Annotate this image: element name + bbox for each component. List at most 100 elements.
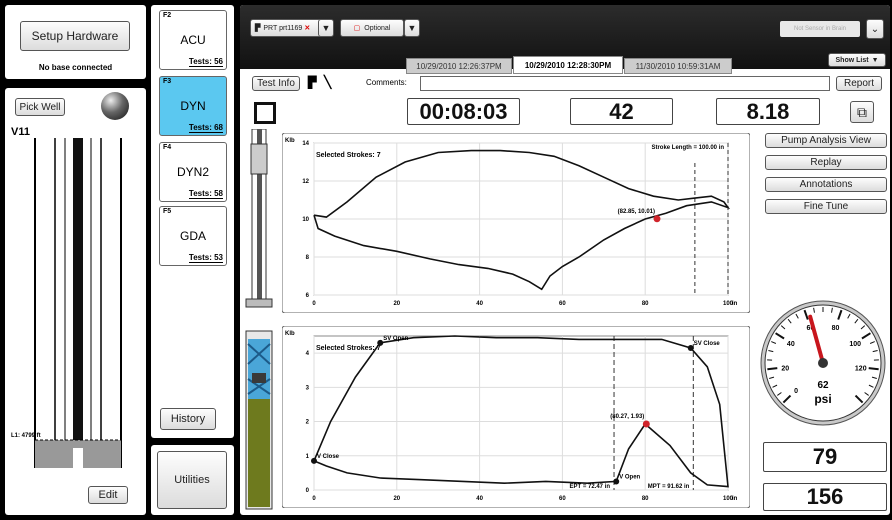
test-tile-dyn[interactable]: F3 DYN Tests: 68 [159,76,227,136]
gauge-tick [771,341,777,344]
tab-test-3[interactable]: 11/30/2010 10:59:31AM [624,58,732,74]
gauge-scale-label: 100 [849,341,861,348]
device-dropdown-button[interactable]: ▼ [318,19,334,37]
well-panel: Pick Well V11 L1: 4799 ft Edit [5,88,146,515]
utilities-button[interactable]: Utilities [157,451,227,509]
expand-button[interactable]: ⌄ [866,19,884,39]
x-tick-label: 60 [559,496,566,502]
report-button[interactable]: Report [836,76,882,91]
gauge-scale-label: 0 [794,388,798,395]
test-name: ACU [180,33,206,47]
history-button[interactable]: History [160,408,216,430]
annotations-button[interactable]: Annotations [765,177,887,192]
optional-select[interactable]: ▢ Optional [340,19,404,37]
popout-button[interactable]: ⧉ [850,101,874,123]
test-tile-gda[interactable]: F5 GDA Tests: 53 [159,206,227,266]
pump-column-diagram [245,129,273,510]
surface-card-chart: 0 20 40 60 80 100 6 8 10 12 14 Klb in Selected Stroke… [282,133,750,313]
y-tick-label: 10 [302,217,309,223]
chevron-down-icon: ▼ [407,23,417,33]
gauge-tick [854,394,864,404]
y-tick-label: 8 [306,255,310,261]
y-tick-label: 4 [306,351,310,357]
gauge-tick [837,309,843,320]
x-tick-label: 60 [559,301,566,307]
mpt-label: MPT = 91.62 in [648,484,690,490]
gauge-tick [847,313,851,319]
y-tick-label: 14 [302,141,309,147]
pick-well-button[interactable]: Pick Well [15,98,65,116]
gauge-scale-label: 80 [832,325,840,332]
gauge-unit: psi [814,392,832,406]
gauge-needle [808,314,825,365]
selected-strokes-label: Selected Strokes: 7 [316,152,381,159]
bottom-readout-2: 156 [763,483,887,511]
test-tile-dyn2[interactable]: F4 DYN2 Tests: 58 [159,142,227,202]
x-tick-label: 40 [476,301,483,307]
comments-label: Comments: [366,78,407,87]
fkey-label: F2 [163,12,172,19]
edit-button[interactable]: Edit [88,486,128,504]
x-tick-label: 100 [723,301,734,307]
valve-event-point [311,457,317,464]
test-tile-acu[interactable]: F2 ACU Tests: 56 [159,10,227,70]
downhole-card-chart: 0 20 40 60 80 100 0 1 2 3 4 Klb in Selected Strokes: … [282,326,750,508]
fluid-level-label: L1: 4799 ft [11,433,41,439]
valve-event-label: V Close [317,454,340,460]
valve-event-point [377,339,384,346]
comments-input[interactable] [420,76,830,91]
position-marker [642,420,650,428]
left-panel: Setup Hardware No base connected Pick We… [5,5,146,515]
device-label: PRT prt1169 [263,24,303,32]
fine-tune-button[interactable]: Fine Tune [765,199,887,214]
sensor-status: Not Sensor in Brain [780,21,860,37]
replay-button[interactable]: Replay [765,155,887,170]
device-select[interactable]: ▛ PRT prt1169 ✕ [250,19,330,37]
y-tick-label: 1 [306,454,310,460]
gauge-tick [860,325,866,330]
optional-label: Optional [364,24,391,32]
setup-box: Setup Hardware No base connected [5,5,146,79]
x-tick-label: 100 [723,496,734,502]
y-tick-label: 0 [306,488,310,494]
gauge-tick [795,313,799,319]
y-tick-label: 6 [306,293,310,299]
gauge-tick [871,376,877,379]
x-tick-label: 0 [312,496,316,502]
x-tick-label: 0 [312,301,316,307]
show-list-button[interactable]: Show List ▼ [828,53,886,67]
main-panel: ▛ PRT prt1169 ✕ ▼ ▢ Optional ▼ Not Senso… [240,5,890,515]
wellbore-diagram [33,138,123,468]
pen-icon: ╲ [324,75,332,89]
test-name: DYN2 [176,165,209,179]
fkey-label: F3 [163,78,172,85]
utilities-box: Utilities [151,445,234,515]
stroke-length-label: Stroke Length = 100.00 in [651,145,724,151]
gauge-scale-label: 40 [787,341,795,348]
tab-test-1[interactable]: 10/29/2010 12:26:37PM [406,58,512,74]
x-tick-label: 40 [476,496,483,502]
marker-label: (82.85, 10.01) [618,209,655,215]
test-info-button[interactable]: Test Info [252,76,300,91]
tab-test-2[interactable]: 10/29/2010 12:28:30PM [513,56,623,74]
test-name: GDA [179,229,206,243]
valve-event-label: SV Close [694,341,721,347]
gauge-tick [780,325,786,330]
gauge-scale-label: 60 [807,325,815,332]
setup-hardware-button[interactable]: Setup Hardware [20,21,130,51]
filter-icon: ▼ [871,56,879,64]
chart-frame [282,326,750,508]
pump-analysis-view-button[interactable]: Pump Analysis View [765,133,887,148]
ept-label: EPT = 72.47 in [569,484,610,490]
card-series-line [313,149,731,291]
y-tick-label: 2 [306,420,310,426]
gauge-tick [861,332,871,340]
gauge-scale-label: 20 [781,365,789,372]
position-marker [653,215,661,223]
optional-dropdown-button[interactable]: ▼ [404,19,420,37]
test-count: Tests: 68 [188,123,223,133]
device-icon: ▛ [255,25,261,32]
valve-event-label: SV Open [383,336,408,342]
pressure-gauge: 0 20 40 60 80 100 120 [760,300,886,426]
gauge-hub [818,358,828,368]
